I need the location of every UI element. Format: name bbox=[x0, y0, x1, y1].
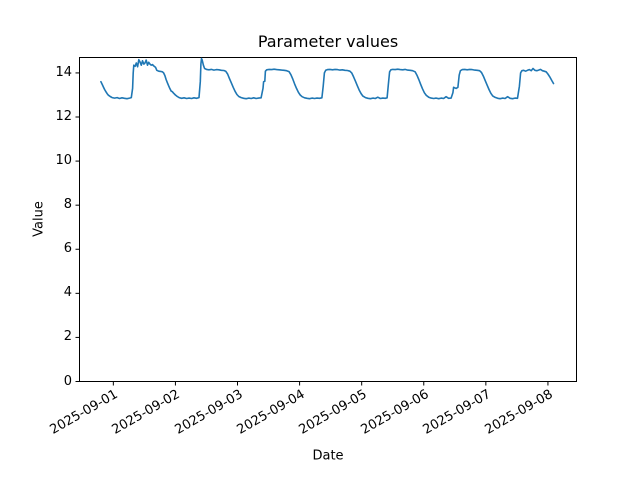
y-tick-label: 2 bbox=[63, 329, 72, 345]
y-tick-label: 14 bbox=[55, 64, 72, 80]
y-tick-label: 12 bbox=[55, 109, 72, 124]
y-tick-label: 8 bbox=[63, 197, 72, 213]
axes-border bbox=[79, 57, 577, 382]
x-axis-label: Date bbox=[312, 448, 344, 464]
data-line-series bbox=[100, 57, 555, 100]
chart-title: Parameter values bbox=[257, 32, 399, 51]
y-tick-label: 6 bbox=[63, 241, 72, 257]
y-tick-label: 0 bbox=[63, 373, 72, 389]
y-tick-label: 10 bbox=[55, 153, 72, 169]
y-tick-label: 4 bbox=[63, 285, 72, 301]
